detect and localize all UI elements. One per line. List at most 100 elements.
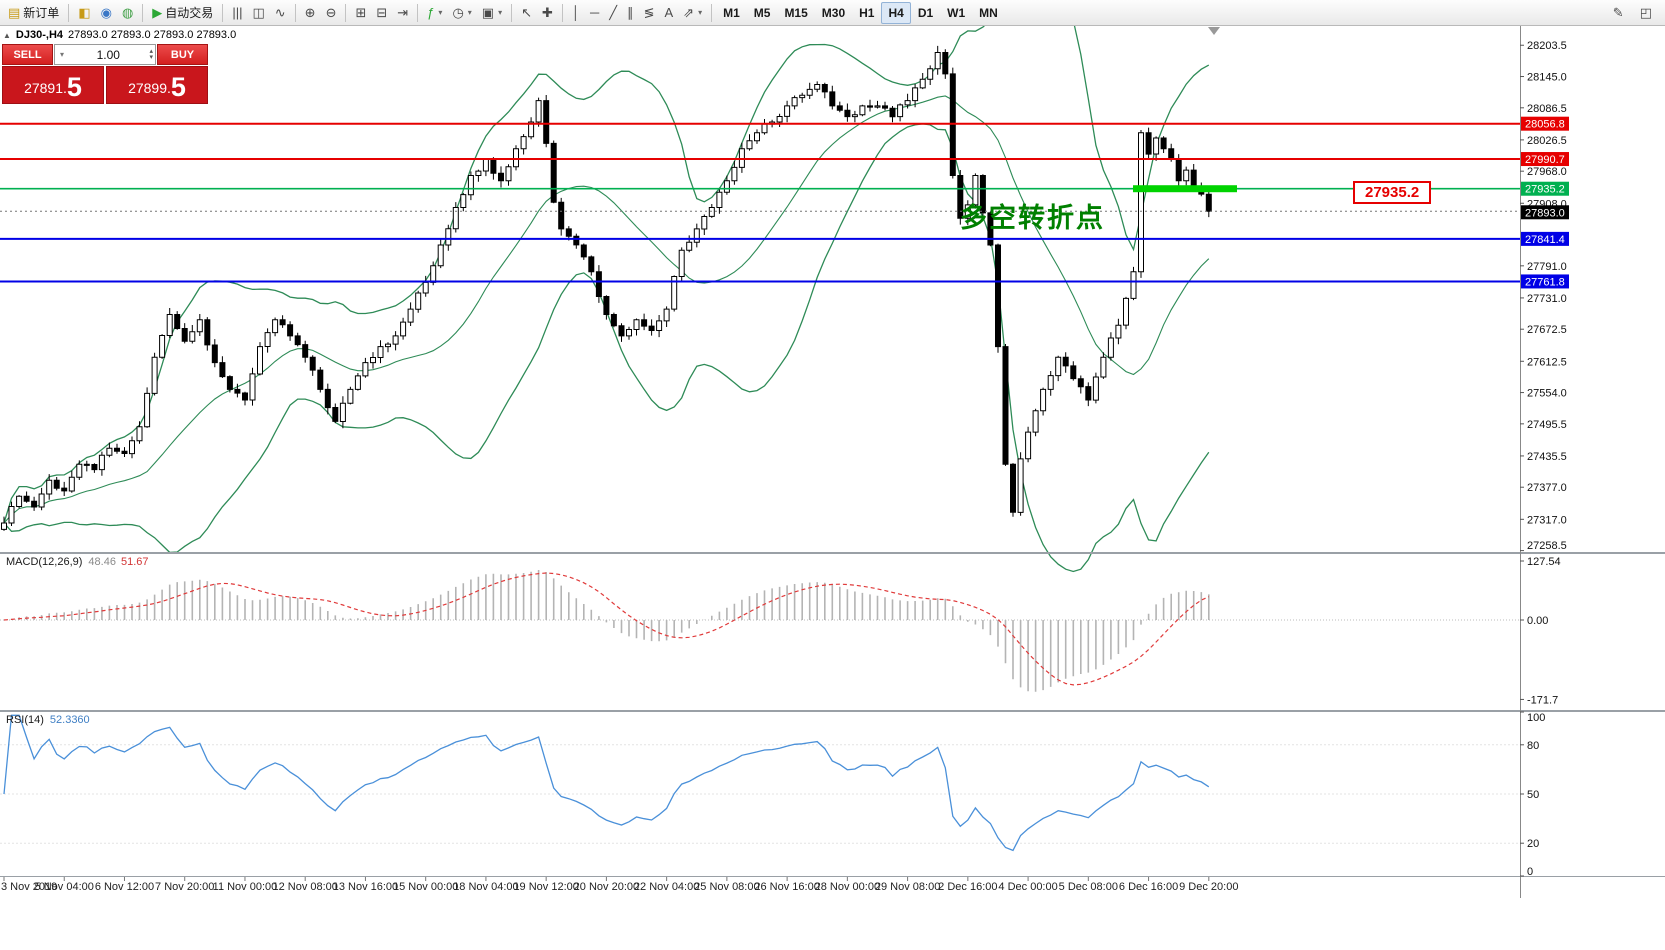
toolbar-separator bbox=[68, 3, 70, 22]
auto-arrange-icon[interactable]: ⊟ bbox=[371, 2, 392, 24]
terminal-icon: ◍ bbox=[121, 5, 134, 20]
price-tick-label: 27377.0 bbox=[1527, 482, 1567, 494]
axis-label-27841.4 bbox=[1521, 231, 1569, 246]
toolbar-separator bbox=[711, 3, 713, 22]
bollinger-upper-band bbox=[3, 0, 1210, 524]
line-chart-icon[interactable]: ∿ bbox=[270, 2, 291, 24]
indicators-icon[interactable]: ƒ ▾ bbox=[422, 2, 447, 24]
axis-label-27841.4-text: 27841.4 bbox=[1525, 234, 1565, 246]
new-window-icon: ◰ bbox=[1639, 5, 1652, 20]
auto-trading-button[interactable]: ▶ 自动交易 bbox=[147, 2, 218, 24]
macd-tick-label: 0.00 bbox=[1527, 615, 1548, 627]
cursor-icon: ↖ bbox=[521, 5, 533, 20]
spinner-down-icon[interactable]: ▾ bbox=[149, 53, 153, 61]
buy-price[interactable]: 27899. 5 bbox=[106, 66, 208, 104]
tf-h4-button-label: H4 bbox=[888, 5, 904, 20]
arrows-icon[interactable]: ⇗ ▾ bbox=[678, 2, 707, 24]
volume-spinner[interactable]: ▴ ▾ bbox=[149, 47, 153, 61]
terminal-icon[interactable]: ◍ bbox=[117, 2, 138, 24]
dropdown-arrow-icon[interactable]: ▾ bbox=[438, 8, 443, 17]
macd-signal-line bbox=[3, 572, 1210, 686]
toolbar-separator bbox=[142, 3, 144, 22]
volume-value[interactable]: 1.00 bbox=[96, 47, 120, 62]
trendline-icon[interactable]: ╱ bbox=[604, 2, 622, 24]
highlight-segment[interactable] bbox=[1133, 185, 1237, 193]
pencil-tool-icon[interactable]: ✎ bbox=[1608, 2, 1629, 24]
market-watch-icon: ◧ bbox=[78, 5, 91, 20]
macd-indicator-label: MACD(12,26,9) 48.46 51.67 bbox=[6, 556, 148, 568]
tf-m1-button[interactable]: M1 bbox=[716, 2, 747, 24]
navigator-icon[interactable]: ◉ bbox=[96, 2, 117, 24]
crosshair-icon[interactable]: ✚ bbox=[537, 2, 558, 24]
text-icon: A bbox=[664, 5, 674, 20]
crosshair-icon: ✚ bbox=[542, 5, 553, 20]
price-tick-label: 27317.0 bbox=[1527, 514, 1567, 526]
templates-icon: ▣ bbox=[481, 5, 495, 20]
tile-windows-icon[interactable]: ⊞ bbox=[350, 2, 371, 24]
chart-shift-icon: ⇥ bbox=[397, 5, 409, 20]
horizontal-line-icon[interactable]: ─ bbox=[585, 2, 604, 24]
rsi-tick-label: 100 bbox=[1527, 712, 1545, 724]
cursor-icon[interactable]: ↖ bbox=[516, 2, 537, 24]
annotation-text[interactable]: 多空转折点 bbox=[960, 203, 1105, 233]
time-tick-label: 11 Nov 00:00 bbox=[213, 881, 278, 893]
sell-button[interactable]: SELL bbox=[2, 44, 53, 65]
candlestick-chart-icon[interactable]: ◫ bbox=[247, 2, 269, 24]
tf-m5-button[interactable]: M5 bbox=[747, 2, 778, 24]
periods-icon: ◷ bbox=[452, 5, 464, 20]
tf-w1-button[interactable]: W1 bbox=[940, 2, 972, 24]
market-watch-icon[interactable]: ◧ bbox=[73, 2, 95, 24]
price-flag-label[interactable]: 27935.2 bbox=[1353, 181, 1432, 204]
auto-trading-button-label: 自动交易 bbox=[165, 6, 214, 20]
tf-m15-button[interactable]: M15 bbox=[777, 2, 814, 24]
tf-m30-button-label: M30 bbox=[821, 5, 846, 20]
bar-chart-icon[interactable]: ||| bbox=[227, 2, 247, 24]
vertical-line-icon: │ bbox=[571, 5, 581, 20]
tf-m5-button-label: M5 bbox=[753, 5, 771, 20]
tf-m30-button[interactable]: M30 bbox=[815, 2, 852, 24]
dropdown-arrow-icon[interactable]: ▾ bbox=[498, 8, 503, 17]
time-tick-label: 9 Dec 20:00 bbox=[1179, 881, 1238, 893]
chart-shift-marker[interactable] bbox=[1208, 27, 1220, 35]
new-window-icon[interactable]: ◰ bbox=[1635, 2, 1657, 24]
rsi-tick-label: 80 bbox=[1527, 740, 1539, 752]
price-tick-label: 27495.5 bbox=[1527, 419, 1567, 431]
arrows-icon: ⇗ bbox=[683, 5, 695, 20]
spinner-up-icon[interactable]: ▴ bbox=[149, 47, 153, 55]
dropdown-arrow-icon[interactable]: ▾ bbox=[467, 8, 472, 17]
toolbar-groups: ▤ 新订单 ◧ ◉ ◍ ▶ 自动交易 ||| ◫ ∿ ⊕ ⊖ ⊞ ⊟ ⇥ ƒ ▾ ◷ ▾ ▣ ▾ ↖ ✚ │ ─ ╱ ∥ ≶ A ⇗ ▾ M1… bbox=[3, 0, 1608, 25]
axis-label-28056.8-text: 28056.8 bbox=[1525, 119, 1565, 131]
rsi-tick-label: 50 bbox=[1527, 789, 1539, 801]
tf-h4-button[interactable]: H4 bbox=[881, 1, 911, 24]
volume-input[interactable]: ▾ 1.00 ▴ ▾ bbox=[54, 44, 156, 65]
periods-icon[interactable]: ◷ ▾ bbox=[447, 2, 476, 24]
symbol-ohlc: 27893.0 27893.0 27893.0 27893.0 bbox=[68, 29, 237, 41]
volume-dropdown-icon[interactable]: ▾ bbox=[60, 50, 65, 59]
templates-icon[interactable]: ▣ ▾ bbox=[477, 2, 507, 24]
panel-separator[interactable] bbox=[0, 552, 1665, 554]
text-icon[interactable]: A bbox=[660, 2, 679, 24]
new-order-button-label: 新订单 bbox=[23, 6, 60, 20]
vertical-line-icon[interactable]: │ bbox=[567, 2, 585, 24]
time-tick-label: 7 Nov 20:00 bbox=[155, 881, 214, 893]
tf-d1-button[interactable]: D1 bbox=[911, 2, 940, 24]
collapse-panel-icon[interactable]: ▲ bbox=[3, 30, 11, 40]
trendline-icon: ╱ bbox=[609, 5, 618, 20]
tf-h1-button[interactable]: H1 bbox=[852, 2, 881, 24]
fibonacci-icon[interactable]: ≶ bbox=[639, 2, 660, 24]
channel-icon[interactable]: ∥ bbox=[622, 2, 639, 24]
time-tick-label: 3 Nov 2019 bbox=[1, 881, 57, 893]
new-order-button[interactable]: ▤ 新订单 bbox=[3, 2, 64, 24]
zoom-out-icon[interactable]: ⊖ bbox=[321, 2, 342, 24]
dropdown-arrow-icon[interactable]: ▾ bbox=[698, 8, 703, 17]
zoom-in-icon[interactable]: ⊕ bbox=[300, 2, 321, 24]
chart-shift-icon[interactable]: ⇥ bbox=[392, 2, 413, 24]
panel-separator[interactable] bbox=[0, 710, 1665, 712]
tf-mn-button[interactable]: MN bbox=[972, 2, 1005, 24]
price-tick-label: 28026.5 bbox=[1527, 135, 1567, 147]
sell-price[interactable]: 27891. 5 bbox=[2, 66, 104, 104]
buy-button[interactable]: BUY bbox=[157, 44, 208, 65]
price-tick-label: 27435.5 bbox=[1527, 451, 1567, 463]
zoom-in-icon: ⊕ bbox=[304, 5, 316, 20]
